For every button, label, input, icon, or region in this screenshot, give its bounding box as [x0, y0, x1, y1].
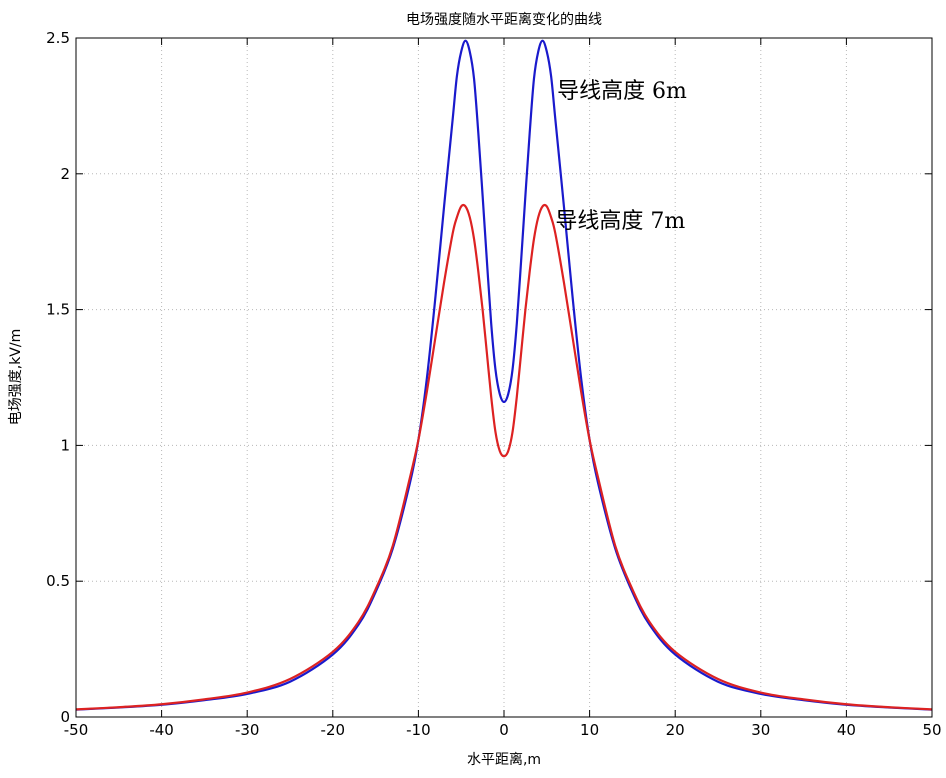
x-tick-label: 0	[499, 721, 509, 739]
x-axis-label: 水平距离,m	[467, 751, 541, 768]
x-tick-label: -20	[321, 721, 346, 739]
y-tick-label: 0	[60, 708, 70, 726]
x-tick-label: 20	[666, 721, 685, 739]
y-tick-label: 2.5	[46, 29, 70, 47]
axis-ticks: -50 -40 -30 -20 -10 0 10 20 30 40 50 0 0.5 1 1.5 2 2.5	[46, 29, 941, 739]
series-line-7m	[75, 203, 933, 711]
y-tick-label: 1.5	[46, 301, 70, 319]
grid-lines	[76, 38, 932, 717]
y-tick-label: 2	[60, 165, 70, 183]
chart-title: 电场强度随水平距离变化的曲线	[406, 11, 602, 28]
x-tick-label: -30	[235, 721, 260, 739]
series-lines	[75, 39, 933, 711]
x-tick-label: -10	[406, 721, 431, 739]
y-tick-label: 1	[60, 436, 70, 454]
annotation-6m: 导线高度 6m	[557, 79, 687, 104]
x-tick-label: 30	[751, 721, 770, 739]
x-tick-label: 50	[922, 721, 941, 739]
annotation-7m: 导线高度 7m	[555, 209, 685, 234]
y-axis-label: 电场强度,kV/m	[8, 329, 24, 426]
x-tick-label: -40	[149, 721, 174, 739]
plot-area	[76, 38, 932, 717]
y-tick-label: 0.5	[46, 572, 70, 590]
x-tick-label: 40	[837, 721, 856, 739]
x-tick-label: -50	[64, 721, 89, 739]
x-tick-label: 10	[580, 721, 599, 739]
